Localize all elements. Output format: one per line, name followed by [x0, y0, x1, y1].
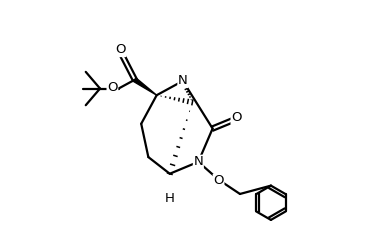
Text: O: O [115, 44, 126, 56]
Text: H: H [165, 192, 175, 205]
Text: N: N [178, 74, 188, 87]
Text: N: N [193, 155, 203, 168]
Text: O: O [107, 81, 118, 94]
Polygon shape [133, 78, 157, 95]
Text: O: O [213, 174, 224, 187]
Text: O: O [231, 111, 242, 124]
